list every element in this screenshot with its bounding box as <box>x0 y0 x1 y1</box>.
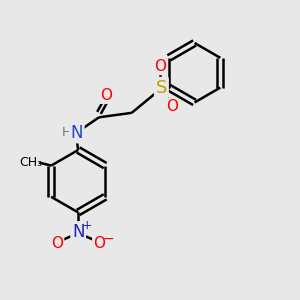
Text: H: H <box>61 126 71 139</box>
Text: O: O <box>94 236 106 250</box>
Text: O: O <box>154 59 166 74</box>
Text: O: O <box>51 236 63 250</box>
Text: N: N <box>70 124 83 142</box>
Text: S: S <box>156 79 167 97</box>
Text: O: O <box>166 99 178 114</box>
Text: +: + <box>81 219 92 232</box>
Text: N: N <box>72 223 84 241</box>
Text: −: − <box>102 232 114 246</box>
Text: CH₃: CH₃ <box>19 156 42 169</box>
Text: O: O <box>100 88 112 103</box>
